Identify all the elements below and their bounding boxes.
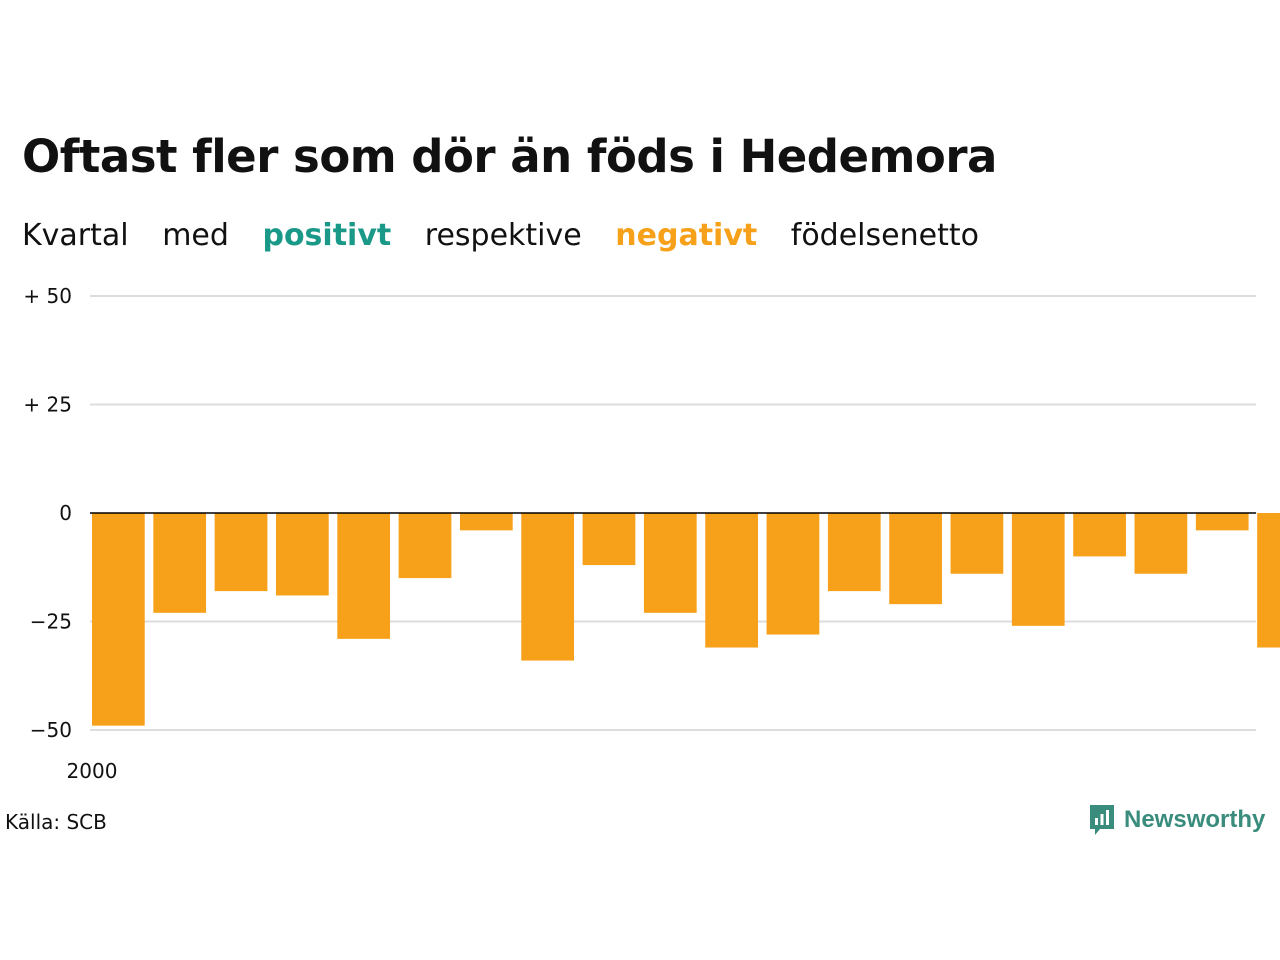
bar-2001-Q2 bbox=[398, 513, 452, 579]
bar-2004-Q3 bbox=[1195, 513, 1249, 531]
y-tick-label: −25 bbox=[30, 610, 72, 634]
source-label: Källa: SCB bbox=[5, 810, 107, 834]
bar-2002-Q4 bbox=[766, 513, 820, 635]
x-axis-labels: 20002005201020152020 bbox=[67, 759, 118, 783]
bar-2003-Q2 bbox=[889, 513, 942, 605]
bar-2003-Q4 bbox=[1011, 513, 1065, 626]
bar-2003-Q3 bbox=[950, 513, 1004, 574]
logo-text: Newsworthy bbox=[1124, 806, 1266, 833]
subtitle-word-kvartal: Kvartal bbox=[22, 218, 129, 253]
bar-2001-Q4 bbox=[521, 513, 575, 661]
bar-2001-Q1 bbox=[337, 513, 391, 639]
chart-subtitle: Kvartal med positivt respektive negativt… bbox=[22, 218, 997, 253]
chart-title: Oftast fler som dör än föds i Hedemora bbox=[22, 130, 997, 183]
bar-chart: + 50 + 25 0 −25 −50 20002005201020152020 bbox=[23, 284, 1280, 783]
newsworthy-chart-icon bbox=[1090, 805, 1114, 835]
y-tick-label: + 25 bbox=[23, 393, 72, 417]
bar-2000-Q3 bbox=[214, 513, 268, 592]
bar-2000-Q4 bbox=[275, 513, 329, 596]
subtitle-word-respektive: respektive bbox=[424, 218, 582, 253]
bar-2002-Q2 bbox=[643, 513, 697, 613]
y-tick-label: + 50 bbox=[23, 284, 72, 308]
bar-2001-Q3 bbox=[459, 513, 513, 531]
y-tick-label: −50 bbox=[30, 718, 72, 742]
bar-2004-Q2 bbox=[1134, 513, 1188, 574]
bar-2004-Q4 bbox=[1257, 513, 1280, 648]
bar-2003-Q1 bbox=[827, 513, 881, 592]
bar-2002-Q3 bbox=[705, 513, 758, 648]
subtitle-word-med: med bbox=[162, 218, 229, 253]
newsworthy-logo: Newsworthy bbox=[1088, 803, 1265, 837]
legend-positive: positivt bbox=[262, 218, 392, 253]
bars bbox=[92, 513, 1280, 726]
subtitle-word-fodelsenetto: födelsenetto bbox=[790, 218, 979, 253]
x-tick-label: 2000 bbox=[67, 759, 118, 783]
gridlines bbox=[90, 295, 1256, 731]
bar-2000-Q2 bbox=[153, 513, 207, 613]
bar-2004-Q1 bbox=[1073, 513, 1126, 557]
y-axis-labels: + 50 + 25 0 −25 −50 bbox=[23, 284, 72, 742]
bar-2002-Q1 bbox=[582, 513, 636, 566]
bar-2000-Q1 bbox=[92, 513, 145, 726]
legend-negative: negativt bbox=[615, 218, 758, 253]
y-tick-label: 0 bbox=[59, 501, 72, 525]
